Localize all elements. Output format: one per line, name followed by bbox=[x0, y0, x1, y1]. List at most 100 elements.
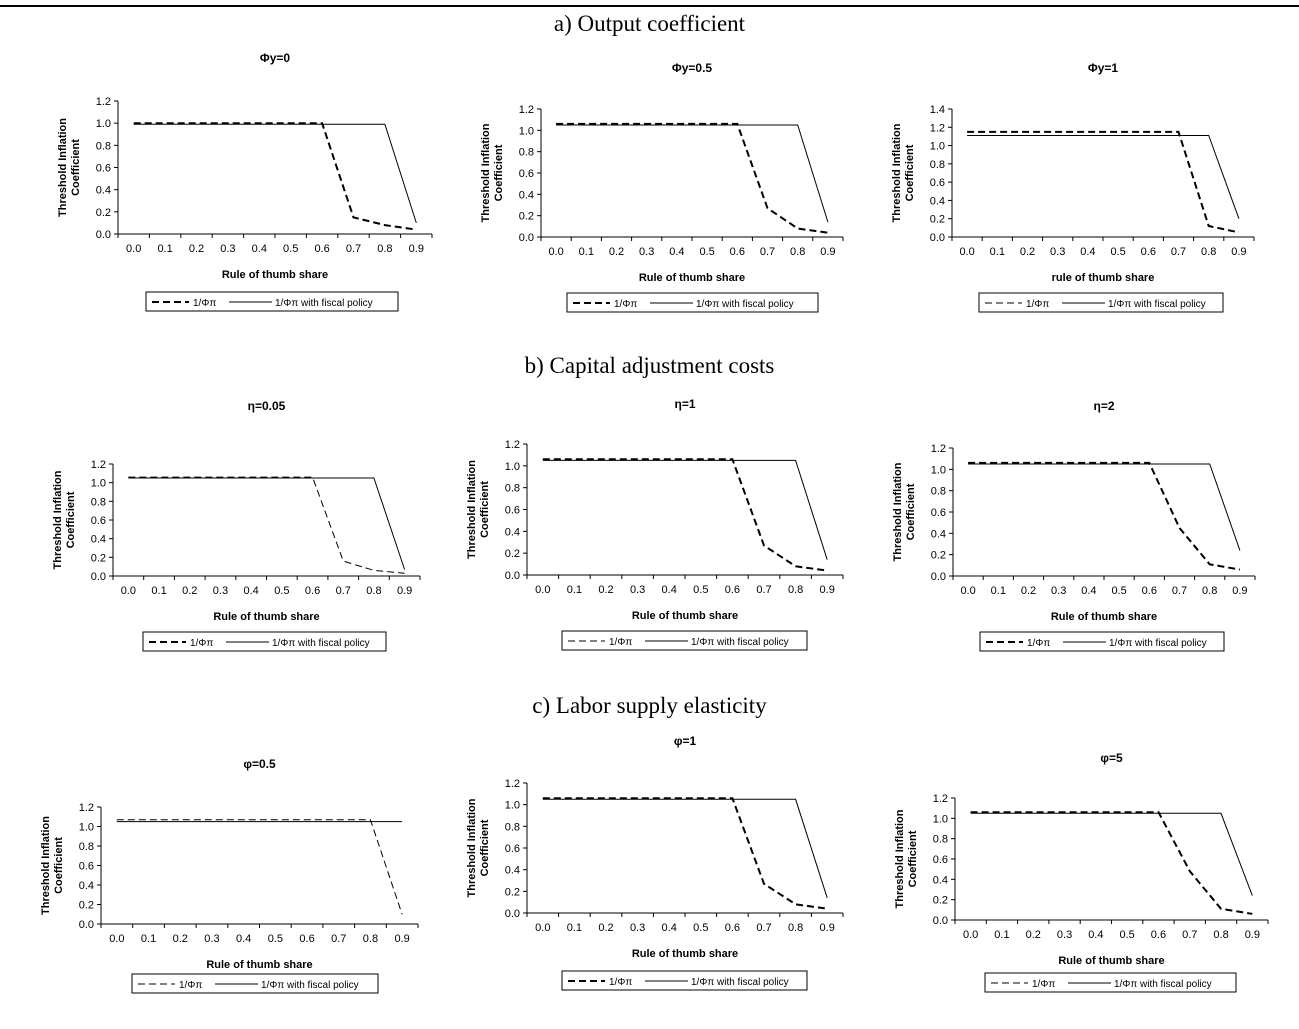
series-line-with-fiscal-policy bbox=[967, 135, 1240, 219]
chart-title: Φy=0 bbox=[260, 51, 291, 65]
legend-label: 1/Φπ bbox=[190, 638, 213, 649]
y-tick-label: 0.2 bbox=[930, 214, 945, 226]
series-line-inverse-phi-pi bbox=[542, 458, 828, 572]
y-tick-label: 0.4 bbox=[505, 865, 520, 877]
x-tick-label: 0.3 bbox=[630, 584, 645, 596]
x-tick-label: 0.2 bbox=[598, 584, 613, 596]
x-tick-label: 0.4 bbox=[236, 933, 251, 945]
y-axis-label: Threshold InflationCoefficient bbox=[480, 123, 505, 222]
legend-label: 1/Φπ bbox=[609, 977, 632, 988]
x-tick-label: 0.9 bbox=[1231, 246, 1246, 258]
x-tick-label: 0.2 bbox=[1026, 929, 1041, 941]
x-tick-label: 0.4 bbox=[662, 922, 677, 934]
chart-title: η=1 bbox=[674, 397, 695, 411]
y-tick-label: 0.6 bbox=[933, 854, 948, 866]
x-tick-label: 0.8 bbox=[1202, 585, 1217, 597]
x-tick-label: 0.7 bbox=[756, 922, 771, 934]
y-tick-label: 0.2 bbox=[519, 211, 534, 223]
y-tick-label: 1.2 bbox=[930, 122, 945, 134]
series-line-inverse-phi-pi bbox=[968, 461, 1241, 571]
x-tick-label: 0.9 bbox=[1232, 585, 1247, 597]
y-tick-label: 0.4 bbox=[96, 185, 111, 197]
series-line-inverse-phi-pi bbox=[967, 130, 1240, 234]
x-tick-label: 0.5 bbox=[1111, 585, 1126, 597]
y-axis-label: Threshold InflationCoefficient bbox=[892, 462, 917, 561]
y-tick-label: 0.8 bbox=[505, 821, 520, 833]
legend-label: 1/Φπ with fiscal policy bbox=[691, 637, 789, 648]
x-tick-label: 0.3 bbox=[630, 922, 645, 934]
legend-label: 1/Φπ bbox=[609, 637, 632, 648]
x-tick-label: 0.7 bbox=[336, 585, 351, 597]
chart-title: φ=5 bbox=[1100, 751, 1123, 765]
x-tick-label: 0.5 bbox=[283, 243, 298, 255]
series-line-inverse-phi-pi bbox=[556, 122, 829, 234]
y-tick-label: 0.0 bbox=[505, 908, 520, 920]
y-tick-label: 0.6 bbox=[79, 861, 94, 873]
x-tick-label: 0.0 bbox=[548, 246, 563, 258]
x-tick-label: 0.5 bbox=[1120, 929, 1135, 941]
top-rule bbox=[0, 5, 1299, 7]
y-tick-label: 0.2 bbox=[79, 900, 94, 912]
y-tick-label: 0.2 bbox=[931, 550, 946, 562]
y-tick-label: 0.6 bbox=[931, 507, 946, 519]
x-tick-label: 0.3 bbox=[1051, 585, 1066, 597]
y-tick-label: 0.0 bbox=[519, 232, 534, 244]
y-tick-label: 1.0 bbox=[931, 464, 946, 476]
x-tick-label: 0.6 bbox=[730, 246, 745, 258]
chart-title: φ=1 bbox=[674, 734, 697, 748]
x-tick-label: 0.1 bbox=[141, 933, 156, 945]
x-tick-label: 0.6 bbox=[299, 933, 314, 945]
x-axis-label: Rule of thumb share bbox=[639, 272, 745, 284]
y-tick-label: 1.0 bbox=[96, 118, 111, 130]
y-axis-label: Threshold InflationCoefficient bbox=[894, 809, 919, 908]
x-tick-label: 0.2 bbox=[1021, 585, 1036, 597]
legend-label: 1/Φπ with fiscal policy bbox=[275, 298, 373, 309]
legend-label: 1/Φπ with fiscal policy bbox=[1114, 979, 1212, 990]
series-line-inverse-phi-pi bbox=[116, 819, 403, 915]
y-tick-label: 1.0 bbox=[505, 800, 520, 812]
y-tick-label: 1.4 bbox=[930, 104, 945, 116]
y-tick-label: 0.0 bbox=[931, 571, 946, 583]
x-tick-label: 0.1 bbox=[579, 246, 594, 258]
x-tick-label: 0.0 bbox=[126, 243, 141, 255]
x-tick-label: 0.6 bbox=[725, 584, 740, 596]
y-tick-label: 0.4 bbox=[79, 880, 94, 892]
y-tick-label: 0.2 bbox=[505, 886, 520, 898]
x-tick-label: 0.4 bbox=[662, 584, 677, 596]
x-tick-label: 0.8 bbox=[1201, 246, 1216, 258]
x-tick-label: 0.6 bbox=[1141, 246, 1156, 258]
x-tick-label: 0.3 bbox=[639, 246, 654, 258]
x-tick-label: 0.0 bbox=[963, 929, 978, 941]
x-axis-label: Rule of thumb share bbox=[1058, 955, 1164, 967]
y-tick-label: 0.4 bbox=[933, 874, 948, 886]
x-tick-label: 0.2 bbox=[609, 246, 624, 258]
x-tick-label: 0.6 bbox=[305, 585, 320, 597]
x-tick-label: 0.8 bbox=[377, 243, 392, 255]
legend-label: 1/Φπ with fiscal policy bbox=[272, 638, 370, 649]
legend-label: 1/Φπ with fiscal policy bbox=[261, 980, 359, 991]
x-tick-label: 0.8 bbox=[1213, 929, 1228, 941]
x-tick-label: 0.9 bbox=[409, 243, 424, 255]
legend-label: 1/Φπ bbox=[1032, 979, 1055, 990]
y-tick-label: 1.0 bbox=[933, 813, 948, 825]
y-tick-label: 1.2 bbox=[96, 96, 111, 108]
section-title-labor-supply-elasticity: c) Labor supply elasticity bbox=[532, 693, 767, 718]
y-tick-label: 0.4 bbox=[91, 534, 106, 546]
x-tick-label: 0.7 bbox=[346, 243, 361, 255]
y-tick-label: 0.6 bbox=[519, 168, 534, 180]
y-tick-label: 0.8 bbox=[505, 483, 520, 495]
series-line-inverse-phi-pi bbox=[970, 811, 1253, 915]
x-tick-label: 0.8 bbox=[788, 584, 803, 596]
y-axis-label: Threshold InflationCoefficient bbox=[57, 118, 82, 217]
y-tick-label: 0.6 bbox=[505, 505, 520, 517]
x-tick-label: 0.6 bbox=[314, 243, 329, 255]
y-tick-label: 1.0 bbox=[505, 461, 520, 473]
x-axis-label: Rule of thumb share bbox=[1051, 611, 1157, 623]
